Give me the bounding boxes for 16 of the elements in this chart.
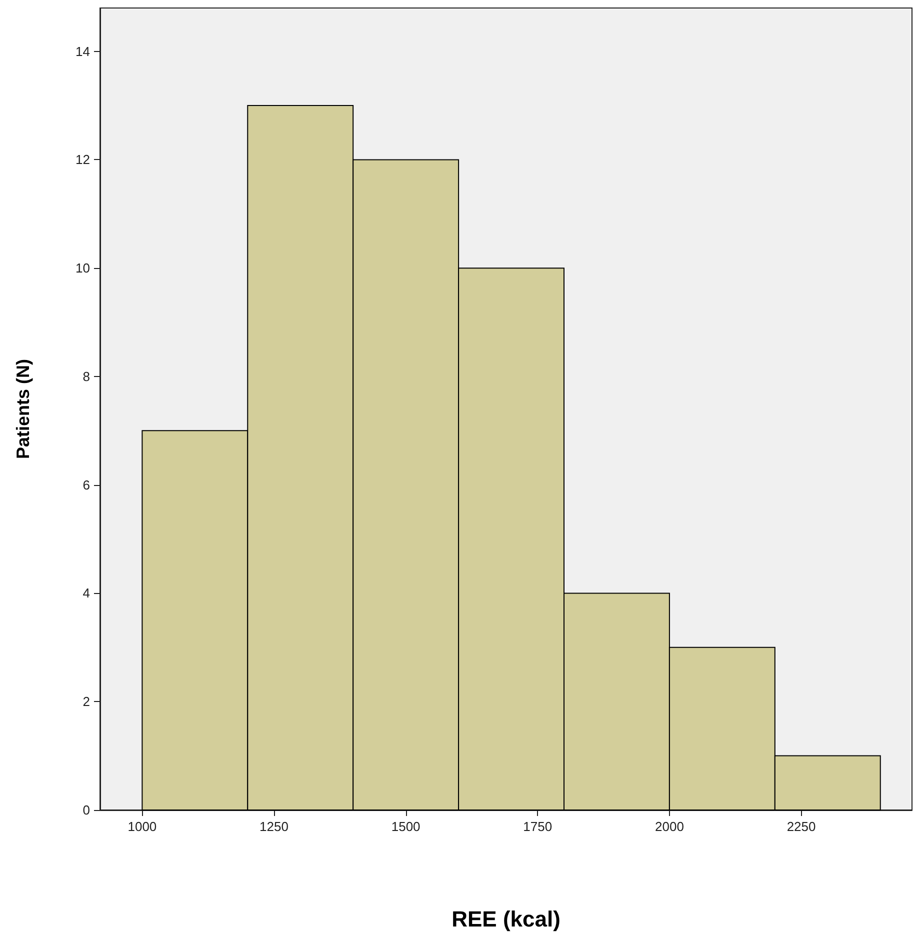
x-tick-label: 2000	[654, 819, 684, 834]
y-axis-title: Patients (N)	[13, 358, 33, 460]
y-tick-label: 12	[76, 152, 90, 168]
y-tick-label: 6	[82, 477, 90, 492]
x-tick-label: 1250	[260, 819, 288, 834]
y-tick-label: 4	[82, 586, 90, 601]
y-tick-label: 0	[82, 802, 90, 818]
y-tick-label: 14	[76, 44, 90, 59]
x-tick-label: 2250	[786, 819, 816, 834]
y-tick-label: 2	[82, 694, 90, 710]
x-axis-title: REE (kcal)	[452, 906, 560, 932]
x-tick-label: 1000	[128, 819, 157, 834]
x-tick-label: 1750	[523, 819, 552, 834]
y-tick-label: 10	[76, 260, 90, 276]
x-tick-label: 1500	[391, 819, 420, 834]
y-tick-label: 8	[82, 368, 90, 384]
